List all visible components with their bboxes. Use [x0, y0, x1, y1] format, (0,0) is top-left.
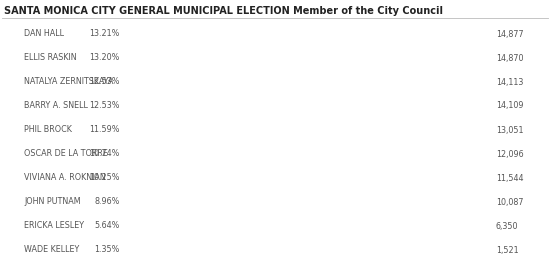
- Text: 14,109: 14,109: [496, 102, 524, 110]
- Text: 12,096: 12,096: [496, 150, 524, 158]
- Text: N: N: [8, 29, 16, 39]
- Text: 8.96%: 8.96%: [95, 198, 120, 207]
- Text: JOHN PUTNAM: JOHN PUTNAM: [24, 198, 81, 207]
- Text: N: N: [8, 245, 16, 255]
- Text: 13,051: 13,051: [496, 125, 524, 135]
- Text: 14,870: 14,870: [496, 54, 524, 62]
- Text: NATALYA ZERNITSKAYA: NATALYA ZERNITSKAYA: [24, 77, 113, 87]
- Text: 6,350: 6,350: [496, 221, 519, 230]
- Text: VIVIANA A. ROKNIAN: VIVIANA A. ROKNIAN: [24, 173, 106, 183]
- Text: ERICKA LESLEY: ERICKA LESLEY: [24, 221, 84, 230]
- Text: 11.59%: 11.59%: [90, 125, 120, 135]
- Text: SANTA MONICA CITY GENERAL MUNICIPAL ELECTION Member of the City Council: SANTA MONICA CITY GENERAL MUNICIPAL ELEC…: [4, 6, 443, 16]
- Text: 12.53%: 12.53%: [90, 102, 120, 110]
- Text: 10.25%: 10.25%: [90, 173, 120, 183]
- Text: WADE KELLEY: WADE KELLEY: [24, 245, 79, 255]
- Text: N: N: [8, 101, 16, 111]
- Text: 1.35%: 1.35%: [95, 245, 120, 255]
- Text: 10.74%: 10.74%: [90, 150, 120, 158]
- Text: ELLIS RASKIN: ELLIS RASKIN: [24, 54, 76, 62]
- Text: 11,544: 11,544: [496, 173, 524, 183]
- Text: N: N: [8, 173, 16, 183]
- Text: 14,113: 14,113: [496, 77, 524, 87]
- Text: 12.53%: 12.53%: [90, 77, 120, 87]
- Text: N: N: [8, 125, 16, 135]
- Text: N: N: [8, 221, 16, 231]
- Text: N: N: [8, 77, 16, 87]
- Text: N: N: [8, 149, 16, 159]
- Text: BARRY A. SNELL: BARRY A. SNELL: [24, 102, 88, 110]
- Text: DAN HALL: DAN HALL: [24, 29, 64, 39]
- Text: 10,087: 10,087: [496, 198, 524, 207]
- Text: 13.20%: 13.20%: [90, 54, 120, 62]
- Text: 13.21%: 13.21%: [90, 29, 120, 39]
- Text: N: N: [8, 53, 16, 63]
- Text: 5.64%: 5.64%: [95, 221, 120, 230]
- Text: N: N: [8, 197, 16, 207]
- Text: PHIL BROCK: PHIL BROCK: [24, 125, 72, 135]
- Text: 14,877: 14,877: [496, 29, 524, 39]
- Text: 1,521: 1,521: [496, 245, 519, 255]
- Text: OSCAR DE LA TORRE: OSCAR DE LA TORRE: [24, 150, 108, 158]
